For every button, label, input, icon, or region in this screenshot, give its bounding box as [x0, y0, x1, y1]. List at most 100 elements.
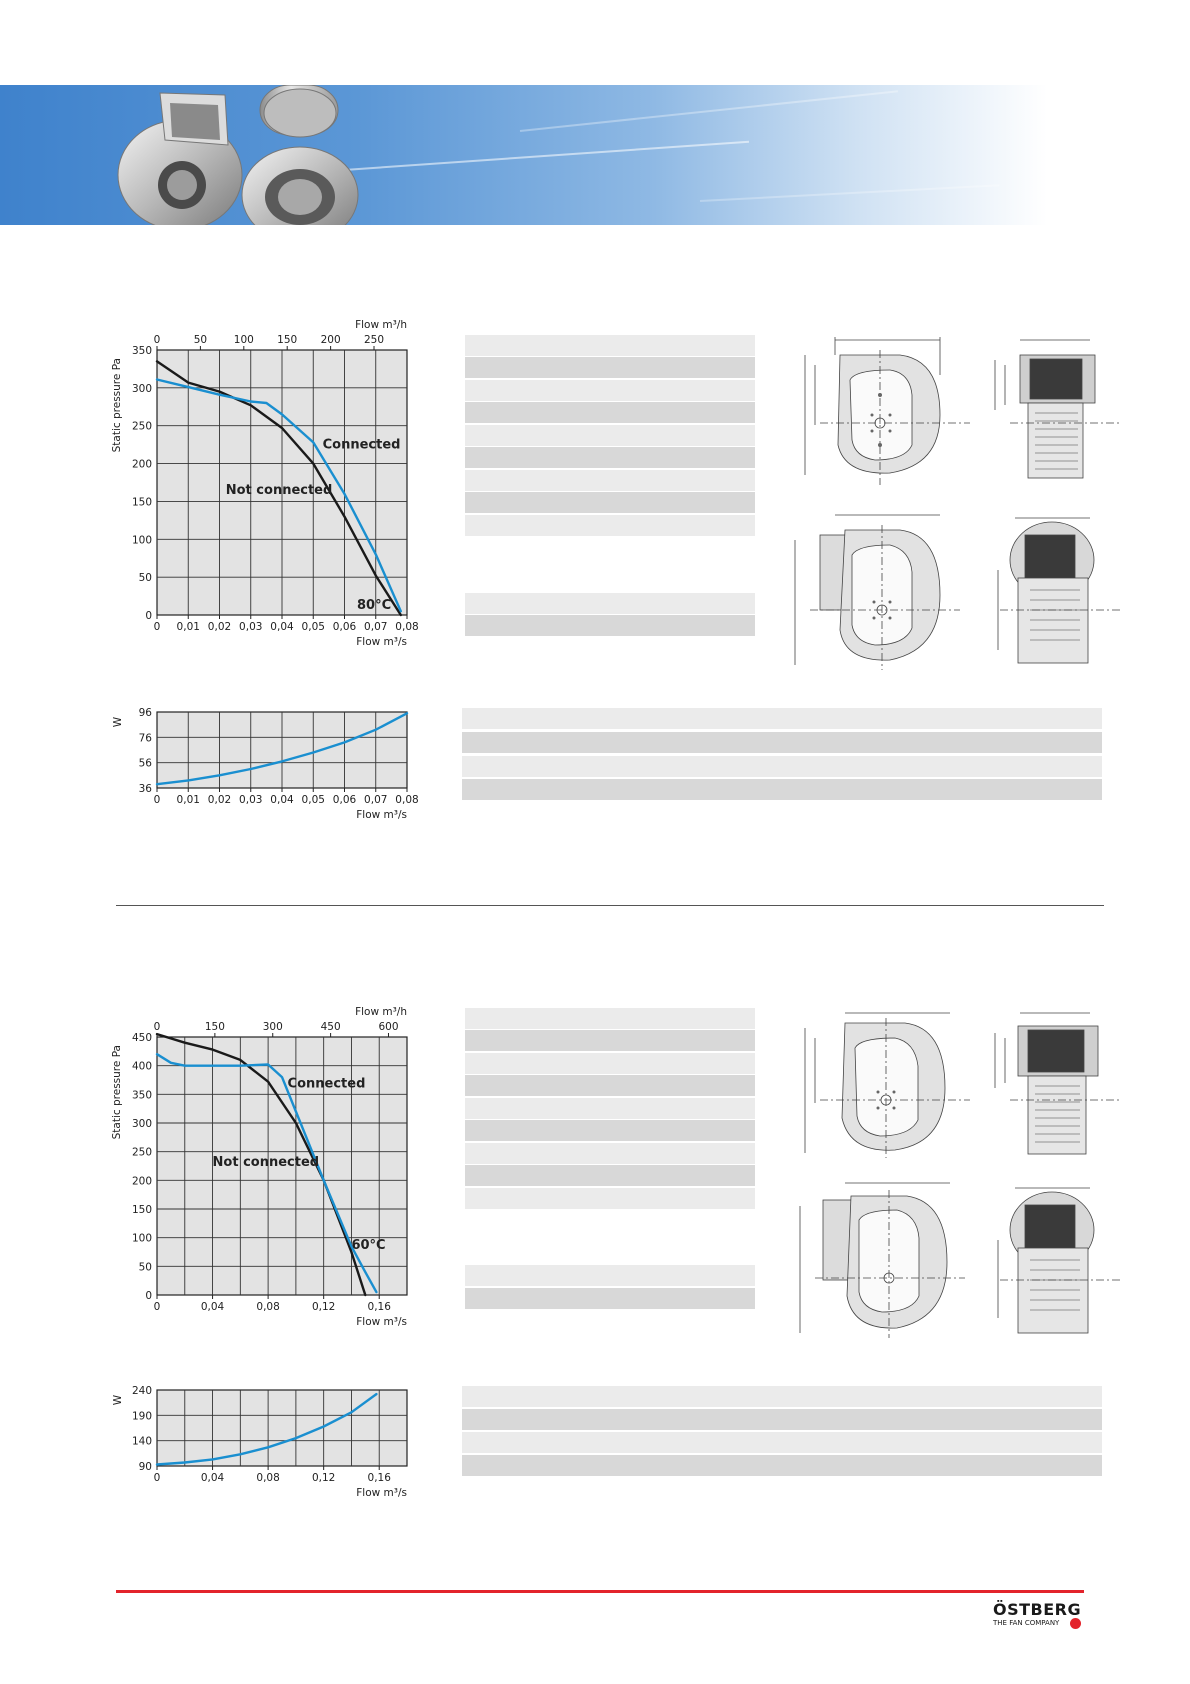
y-tick-label: 76 — [139, 732, 153, 744]
spec-row — [465, 1265, 755, 1286]
y-tick-label: 240 — [132, 1385, 152, 1397]
spec-row — [465, 1288, 755, 1309]
x-axis-label: Flow m³/s — [356, 636, 407, 648]
x-axis-label: Flow m³/s — [356, 1316, 407, 1328]
x2-tick-label: 0 — [154, 334, 161, 346]
x-tick-label: 0,16 — [368, 1472, 392, 1484]
dimension-drawing-front-1b — [997, 517, 1120, 664]
chart-annotation: Not connected — [226, 483, 333, 498]
x2-tick-label: 450 — [321, 1021, 341, 1033]
y-axis-label: W — [112, 1394, 124, 1405]
x2-tick-label: 250 — [364, 334, 384, 346]
power-row — [462, 732, 1102, 753]
y-tick-label: 300 — [132, 1118, 152, 1130]
x-tick-label: 0 — [154, 621, 161, 633]
brand-logo: ÖSTBERG THE FAN COMPANY — [993, 1600, 1083, 1640]
dimension-drawing-side-1b — [794, 514, 960, 670]
y-tick-label: 140 — [132, 1436, 152, 1448]
x-tick-label: 0,04 — [270, 621, 294, 633]
spec-row — [465, 402, 755, 423]
x-tick-label: 0,08 — [395, 621, 418, 633]
x-tick-label: 0 — [154, 1472, 161, 1484]
section-divider — [116, 905, 1104, 906]
spec-row — [465, 380, 755, 401]
spec-row — [465, 1008, 755, 1029]
header-banner — [0, 85, 1190, 225]
x2-axis-label: Flow m³/h — [355, 1006, 407, 1018]
x-tick-label: 0,03 — [239, 794, 262, 806]
spec-row — [465, 1053, 755, 1074]
dimension-drawing-side-2 — [804, 1012, 970, 1158]
spec-row — [465, 1075, 755, 1096]
x-tick-label: 0,16 — [368, 1301, 392, 1313]
dimension-drawing-side-2b — [799, 1182, 965, 1338]
x2-tick-label: 200 — [321, 334, 341, 346]
y-tick-label: 250 — [132, 1147, 152, 1159]
y-tick-label: 200 — [132, 1175, 152, 1187]
y-axis-label: Static pressure Pa — [111, 1045, 123, 1139]
brand-tagline: THE FAN COMPANY — [993, 1619, 1060, 1627]
spec-row — [465, 1120, 755, 1141]
spec-row — [465, 1165, 755, 1186]
spec-row — [465, 593, 755, 614]
y-axis-label: W — [112, 716, 124, 727]
y-tick-label: 400 — [132, 1061, 152, 1073]
spec-row — [465, 515, 755, 536]
chart-annotation: 60°C — [351, 1238, 385, 1253]
x-tick-label: 0,04 — [201, 1301, 225, 1313]
brand-dot-icon — [1070, 1618, 1081, 1629]
y-tick-label: 450 — [132, 1032, 152, 1044]
x-tick-label: 0 — [154, 1301, 161, 1313]
x-tick-label: 0,04 — [201, 1472, 225, 1484]
x2-tick-label: 150 — [277, 334, 297, 346]
power-row — [462, 1409, 1102, 1430]
y-axis-label: Static pressure Pa — [111, 358, 123, 452]
x-tick-label: 0,07 — [364, 794, 387, 806]
series-line-not-connected — [155, 360, 402, 617]
spec-row — [465, 357, 755, 378]
x-axis-label: Flow m³/s — [356, 1487, 407, 1499]
x-tick-label: 0,08 — [395, 794, 418, 806]
chart-annotation: 80°C — [357, 598, 391, 613]
power-row — [462, 1455, 1102, 1476]
spec-row — [465, 425, 755, 446]
power-row — [462, 1386, 1102, 1407]
y-tick-label: 350 — [132, 1089, 152, 1101]
brand-name: ÖSTBERG — [993, 1600, 1082, 1619]
spec-row — [465, 1143, 755, 1164]
chart-annotation: Connected — [288, 1076, 366, 1091]
y-tick-label: 100 — [132, 1233, 152, 1245]
x2-tick-label: 300 — [263, 1021, 283, 1033]
x-axis-label: Flow m³/s — [356, 809, 407, 821]
spec-row — [465, 1030, 755, 1051]
y-tick-label: 50 — [139, 572, 152, 584]
y-tick-label: 0 — [145, 610, 152, 622]
power-row — [462, 708, 1102, 729]
series-line-connected — [155, 378, 402, 613]
plot-area — [156, 1389, 408, 1467]
y-tick-label: 0 — [145, 1290, 152, 1302]
y-tick-label: 90 — [139, 1461, 152, 1473]
series-line-power — [155, 712, 409, 786]
spec-row — [465, 492, 755, 513]
x-tick-label: 0,01 — [177, 621, 200, 633]
chart-annotation: Not connected — [213, 1155, 320, 1170]
x-tick-label: 0,05 — [302, 794, 325, 806]
power-row — [462, 1432, 1102, 1453]
power-row — [462, 756, 1102, 777]
x-tick-label: 0,01 — [177, 794, 200, 806]
y-tick-label: 100 — [132, 534, 152, 546]
x-tick-label: 0,06 — [333, 621, 357, 633]
y-tick-label: 150 — [132, 496, 152, 508]
y-tick-label: 350 — [132, 345, 152, 357]
y-tick-label: 150 — [132, 1204, 152, 1216]
footer-rule — [116, 1590, 1084, 1593]
x2-axis-label: Flow m³/h — [355, 319, 407, 331]
x-tick-label: 0,07 — [364, 621, 387, 633]
y-tick-label: 190 — [132, 1410, 152, 1422]
y-tick-label: 56 — [139, 758, 153, 770]
x-tick-label: 0,08 — [256, 1301, 279, 1313]
dimension-drawing-front-2 — [994, 1012, 1120, 1155]
y-tick-label: 36 — [139, 783, 153, 795]
y-tick-label: 250 — [132, 421, 152, 433]
